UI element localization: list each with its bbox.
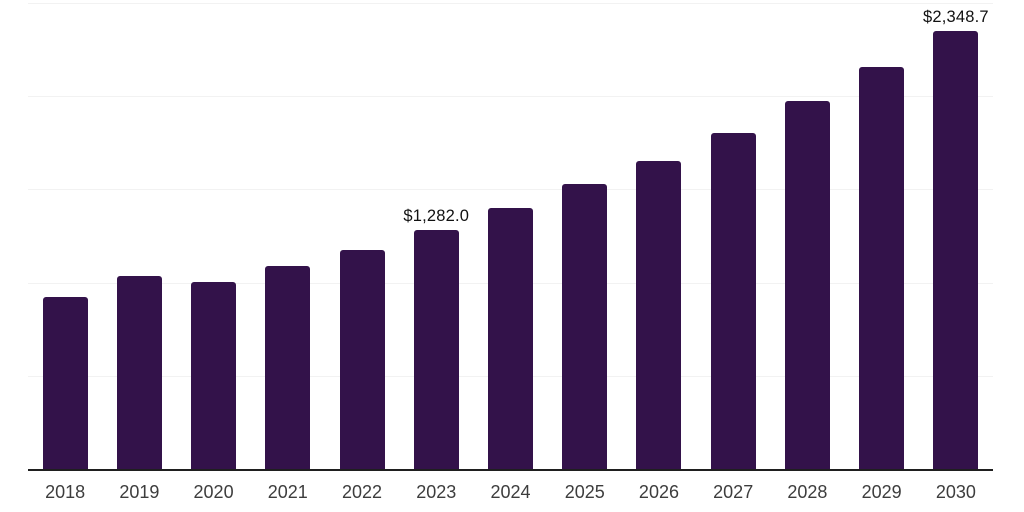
x-tick-2023: 2023 bbox=[416, 482, 457, 502]
x-tick-2026: 2026 bbox=[638, 482, 679, 502]
data-label-2030: $2,348.7 bbox=[922, 8, 989, 27]
bar-2025 bbox=[562, 183, 608, 469]
bar-2018 bbox=[42, 296, 88, 469]
bar-2027 bbox=[710, 132, 756, 469]
x-tick-2030: 2030 bbox=[935, 482, 976, 502]
x-tick-2022: 2022 bbox=[342, 482, 383, 502]
x-tick-2028: 2028 bbox=[787, 482, 828, 502]
bar-2024 bbox=[488, 208, 533, 469]
bar-2026 bbox=[636, 160, 682, 469]
bar-2020 bbox=[191, 281, 237, 469]
bar-2021 bbox=[265, 265, 311, 469]
x-tick-2019: 2019 bbox=[119, 482, 160, 502]
x-tick-2029: 2029 bbox=[861, 482, 902, 502]
x-tick-2021: 2021 bbox=[267, 482, 308, 502]
x-tick-2024: 2024 bbox=[490, 482, 531, 502]
bar-2028 bbox=[784, 100, 830, 469]
x-tick-2025: 2025 bbox=[564, 482, 605, 502]
gridline-2000 bbox=[28, 96, 993, 98]
bar-2019 bbox=[116, 276, 162, 469]
gridline-2500 bbox=[28, 3, 993, 4]
x-tick-2027: 2027 bbox=[713, 482, 754, 502]
data-label-2023: $1,282.0 bbox=[403, 207, 470, 226]
gridline-1500 bbox=[28, 189, 993, 191]
bar-2029 bbox=[859, 67, 905, 469]
x-axis-line bbox=[28, 469, 993, 471]
bar-2022 bbox=[339, 249, 385, 469]
x-tick-2020: 2020 bbox=[193, 482, 234, 502]
bar-2030 bbox=[933, 31, 979, 469]
bar-2023 bbox=[413, 230, 459, 469]
x-tick-2018: 2018 bbox=[45, 482, 86, 502]
